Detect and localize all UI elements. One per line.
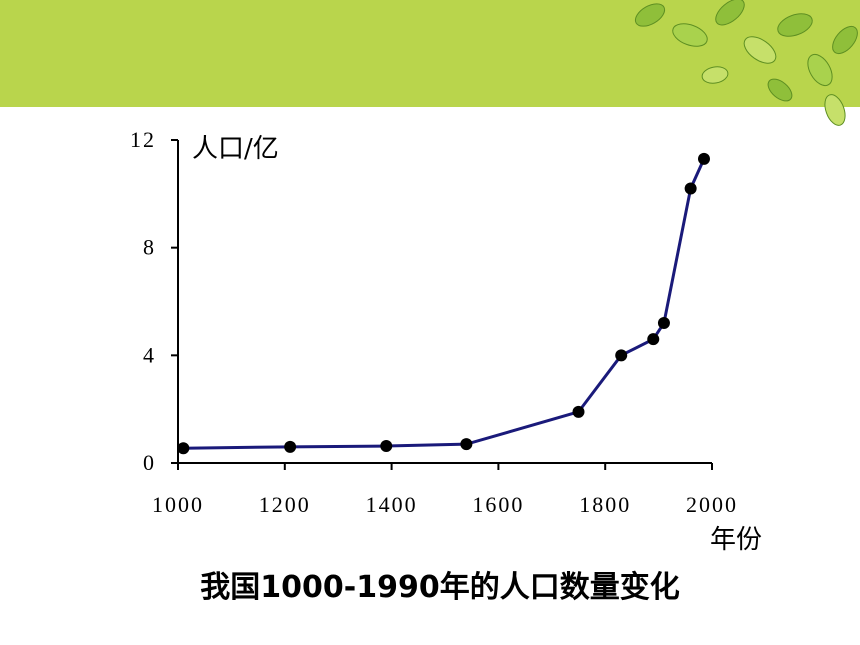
data-point [647,333,660,346]
x-tick-label: 1200 [259,492,311,517]
data-point [572,405,585,418]
data-point [615,349,628,362]
y-tick-label: 8 [143,235,156,260]
data-point [284,440,297,453]
chart-title: 我国1000-1990年的人口数量变化 [200,570,679,605]
data-point [697,152,710,165]
data-point [380,440,393,453]
data-line [183,158,706,450]
y-tick-label: 4 [143,342,156,367]
x-tick-label: 1400 [366,492,418,517]
x-axis-label: 年份 [710,525,762,555]
x-tick-label: 2000 [686,492,738,517]
data-point [177,442,190,455]
y-tick-label: 0 [143,450,156,475]
data-point [684,182,697,195]
data-point [460,438,473,451]
leaf-decoration [634,0,858,126]
y-tick-label: 12 [130,127,156,152]
y-axis-label: 人口/亿 [192,134,279,164]
data-point [657,317,670,330]
x-tick-label: 1000 [152,492,204,517]
x-tick-label: 1800 [579,492,631,517]
x-tick-label: 1600 [472,492,524,517]
